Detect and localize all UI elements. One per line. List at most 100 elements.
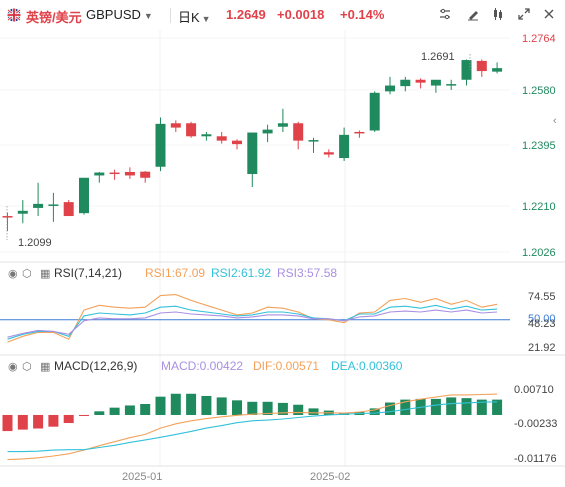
macd-bar xyxy=(2,414,13,432)
candle-body xyxy=(323,152,334,155)
dif-value: DIF:0.00571 xyxy=(253,359,319,373)
candle-body xyxy=(293,123,304,141)
candle-body xyxy=(155,123,166,167)
candle-body xyxy=(109,172,120,175)
last-price: 1.2649 xyxy=(226,7,266,22)
low-label: 1.2099 xyxy=(18,237,52,249)
candle-body xyxy=(492,68,503,72)
candle-body xyxy=(277,123,288,127)
price-change: +0.0018 xyxy=(277,7,325,22)
price-tick-label: 1.2395 xyxy=(522,140,556,152)
chart-grid xyxy=(0,30,510,466)
candle-body xyxy=(201,134,212,137)
macd-bar xyxy=(385,402,395,415)
indicator-icon[interactable] xyxy=(490,7,506,23)
macd-bar xyxy=(247,401,258,415)
candle-body xyxy=(476,60,487,72)
macd-bar xyxy=(232,400,242,415)
rsi-line-rsi2 xyxy=(7,304,498,340)
macd-bar xyxy=(79,414,89,416)
price-tick-label: 1.2764 xyxy=(522,33,556,45)
symbol-selector[interactable]: GBPUSD ▼ xyxy=(86,7,153,22)
macd-bar xyxy=(48,414,59,427)
rsi1-value: RSI1:67.09 xyxy=(145,266,205,280)
price-tick-label: 1.2210 xyxy=(522,201,556,213)
period-selector[interactable]: 日K ▼ xyxy=(178,7,211,26)
chevron-left-icon[interactable]: ‹ xyxy=(553,115,557,127)
candle-body xyxy=(186,123,197,137)
macd-bar xyxy=(308,408,319,415)
rsi-label: RSI(7,14,21) xyxy=(54,266,122,280)
candle-body xyxy=(140,171,151,178)
macd-bar xyxy=(155,396,166,415)
candle-body xyxy=(308,140,319,142)
chevron-down-icon: ▼ xyxy=(201,14,211,24)
macd-axis: 0.00710 -0.00233 -0.01176 xyxy=(514,384,557,465)
candle-body xyxy=(385,85,395,92)
candle-body xyxy=(354,131,365,134)
toolbar-divider xyxy=(170,8,171,23)
macd-bar xyxy=(430,398,441,415)
candle-body xyxy=(2,216,13,218)
period-label: 日K xyxy=(178,10,200,25)
candle-body xyxy=(262,129,273,134)
draw-icon[interactable] xyxy=(465,7,481,23)
macd-bar xyxy=(94,411,105,415)
x-tick-label: 2025-01 xyxy=(122,471,162,483)
rsi2-value: RSI2:61.92 xyxy=(211,266,271,280)
macd-tick-label: 0.00710 xyxy=(514,384,554,396)
macd-bar xyxy=(461,398,472,415)
macd-bar xyxy=(186,393,197,415)
candle-body xyxy=(339,134,350,159)
symbol-code: GBPUSD xyxy=(86,7,141,22)
macd-label: MACD(12,26,9) xyxy=(54,359,137,373)
close-icon[interactable] xyxy=(541,7,557,23)
expand-icon[interactable] xyxy=(516,7,532,23)
settings-icon[interactable]: ⬡ xyxy=(22,361,32,373)
macd-bar xyxy=(17,414,28,430)
macd-bar xyxy=(446,397,457,415)
uk-flag-icon xyxy=(7,8,21,22)
settings-icon[interactable] xyxy=(437,7,453,23)
chart-config-icon[interactable]: ▦ xyxy=(40,268,50,280)
rsi-header: ◉ ⬡ ▦ RSI(7,14,21) RSI1:67.09 RSI2:61.92… xyxy=(8,266,337,280)
macd-bar xyxy=(170,393,181,415)
macd-bar xyxy=(400,399,411,415)
macd-tick-label: -0.01176 xyxy=(514,453,557,465)
rsi-tick-label: 74.55 xyxy=(528,291,556,303)
rsi-tick-label: 50.00 xyxy=(528,313,556,325)
macd-bar xyxy=(33,414,44,429)
macd-bar xyxy=(140,404,151,415)
candle-body xyxy=(94,172,105,176)
macd-bar xyxy=(492,399,503,415)
candle-body xyxy=(33,203,44,208)
toolbar: 英镑/美元 GBPUSD ▼ 日K ▼ 1.2649 +0.0018 +0.14% xyxy=(0,0,565,30)
macd-bar xyxy=(201,395,212,415)
candle-body xyxy=(124,171,135,176)
symbol-name[interactable]: 英镑/美元 xyxy=(26,10,82,25)
eye-icon[interactable]: ◉ xyxy=(8,268,18,280)
rsi-line-rsi3 xyxy=(7,309,498,338)
macd-bar xyxy=(109,407,120,415)
candle-body xyxy=(170,123,181,128)
eye-icon[interactable]: ◉ xyxy=(8,361,18,373)
chevron-down-icon: ▼ xyxy=(143,11,153,21)
macd-bar xyxy=(63,414,74,424)
candle-body xyxy=(63,202,74,217)
macd-line-dea xyxy=(7,401,498,453)
candle-body xyxy=(415,79,426,83)
price-change-pct: +0.14% xyxy=(340,7,385,22)
rsi-series xyxy=(0,294,510,343)
price-tick-label: 1.2026 xyxy=(522,247,556,259)
macd-header: ◉ ⬡ ▦ MACD(12,26,9) MACD:0.00422 DIF:0.0… xyxy=(8,359,403,373)
high-label: 1.2691 xyxy=(421,51,455,63)
chart-config-icon[interactable]: ▦ xyxy=(40,361,50,373)
rsi-tick-label: 48.23 xyxy=(528,318,556,330)
settings-icon[interactable]: ⬡ xyxy=(22,268,32,280)
dea-value: DEA:0.00360 xyxy=(331,359,403,373)
candle-body xyxy=(446,84,457,86)
scroll-handle[interactable]: ‹ xyxy=(553,115,557,127)
candle-body xyxy=(400,79,411,87)
candle-body xyxy=(461,60,472,80)
